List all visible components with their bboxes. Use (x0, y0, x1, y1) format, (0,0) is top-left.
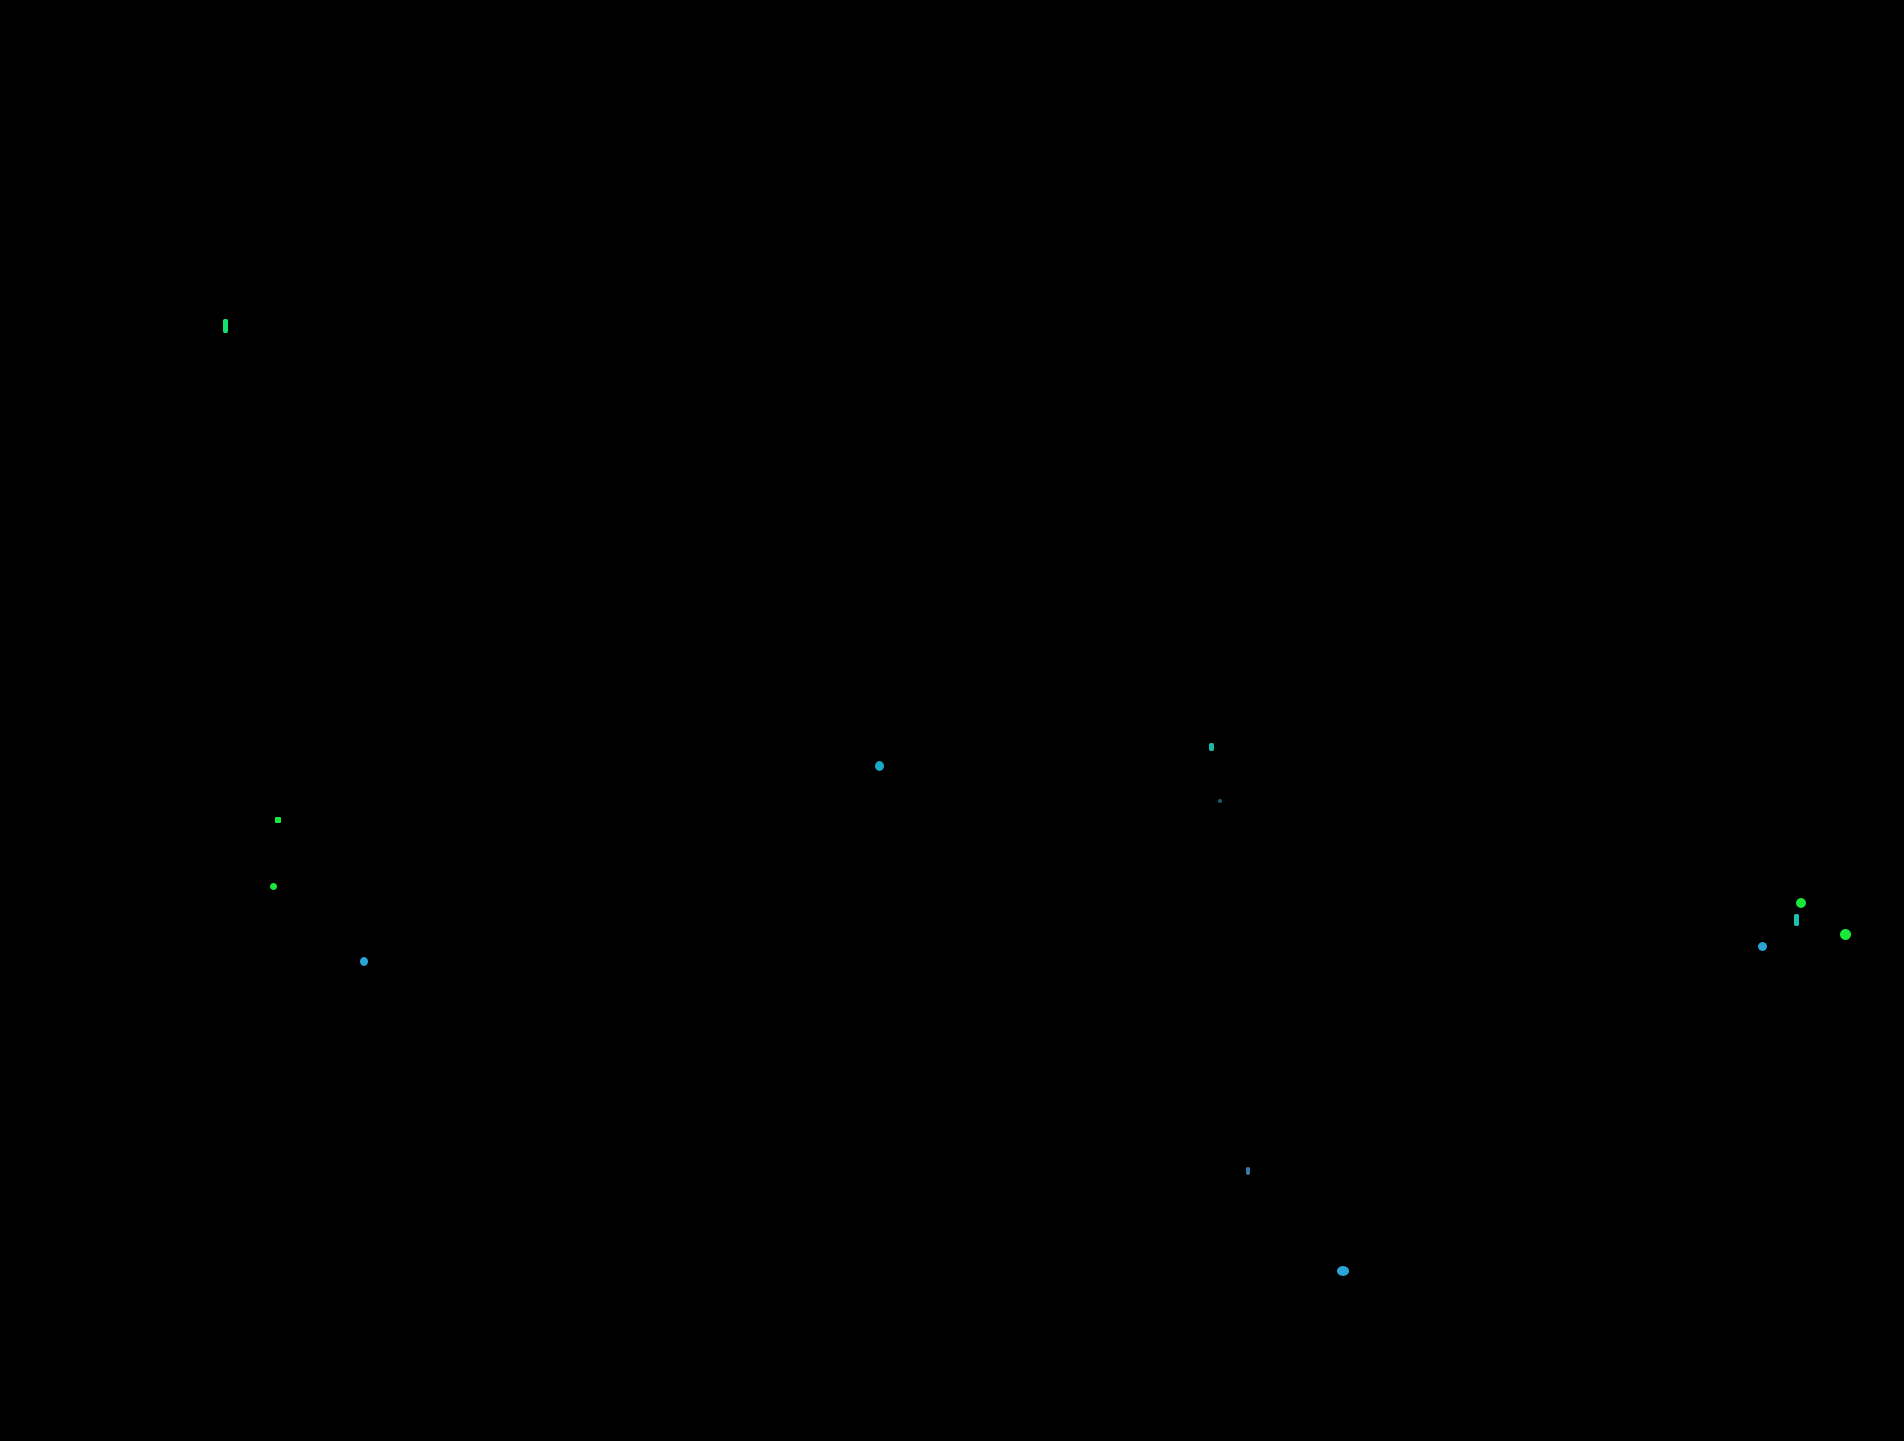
data-point (1796, 898, 1806, 908)
data-point (222, 319, 228, 333)
data-point (1208, 743, 1214, 751)
data-point (1757, 941, 1767, 951)
data-point (360, 956, 368, 966)
data-point (1218, 799, 1222, 803)
data-point (1793, 914, 1799, 926)
data-point (1246, 1167, 1250, 1175)
data-point (275, 817, 281, 823)
data-point (1337, 1266, 1349, 1276)
data-point (269, 882, 277, 890)
data-point (874, 761, 884, 771)
data-point (1839, 928, 1851, 940)
